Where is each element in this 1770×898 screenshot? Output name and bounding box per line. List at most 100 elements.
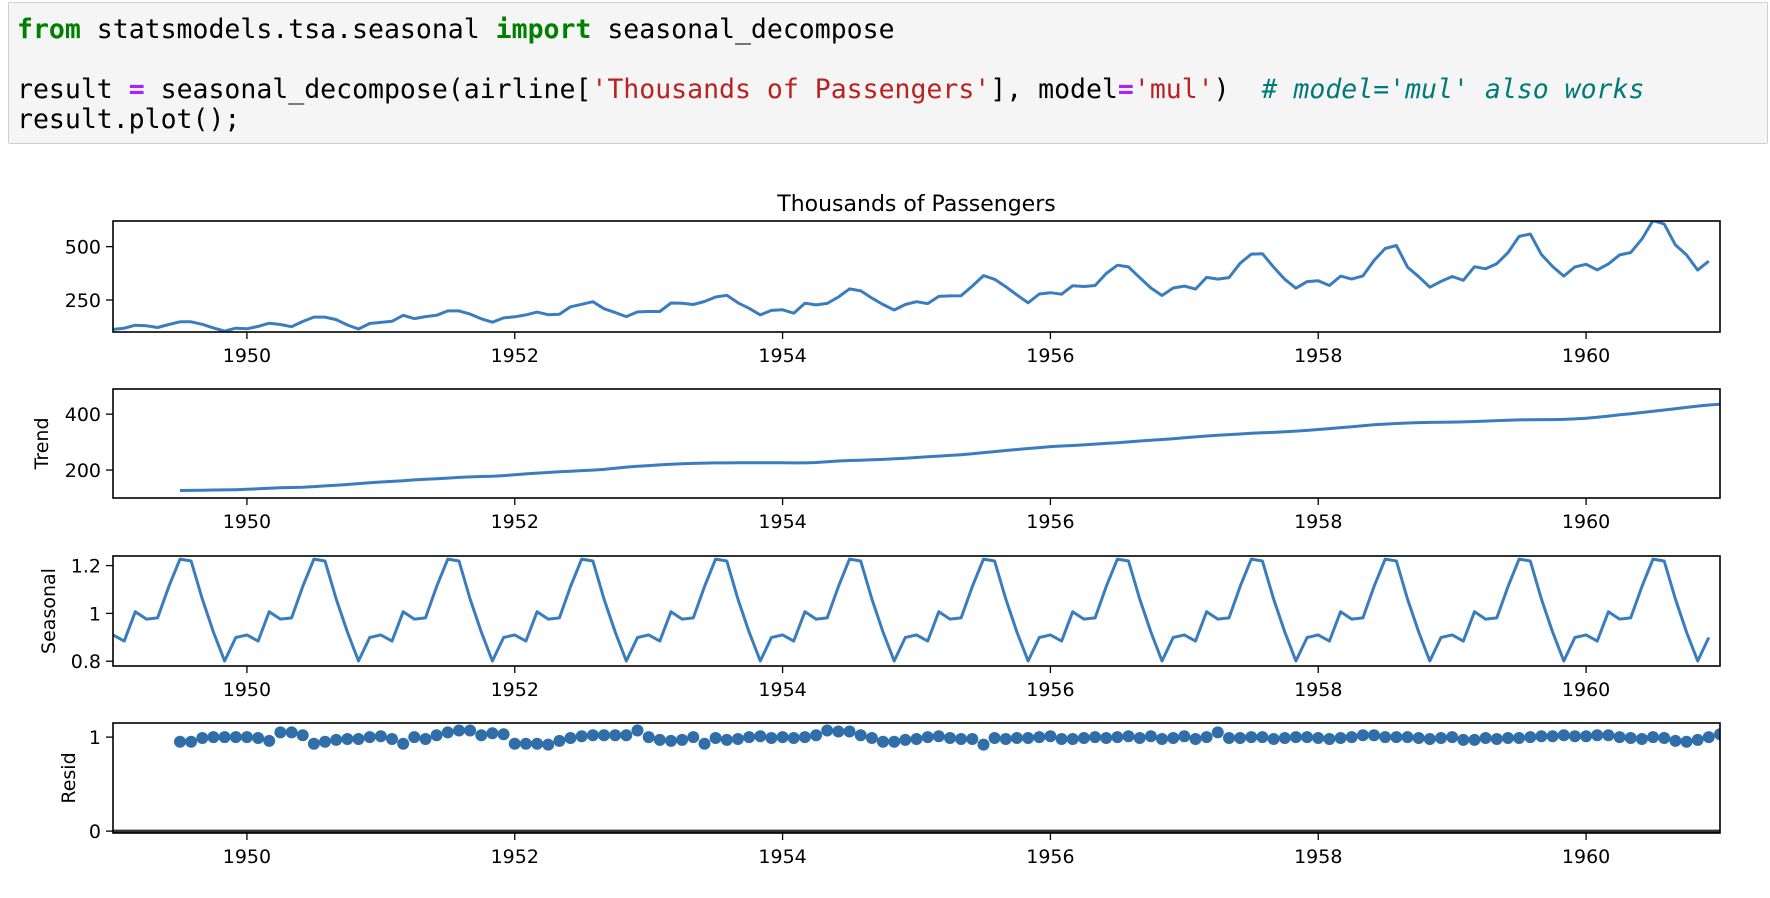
resid-point (1490, 733, 1503, 745)
resid-point (899, 733, 912, 746)
resid-point (408, 731, 421, 744)
resid-point (531, 737, 544, 750)
resid-point (888, 735, 901, 748)
resid-point (787, 732, 800, 744)
resid-point (653, 733, 666, 746)
resid-point (397, 737, 410, 750)
resid-point (743, 731, 756, 744)
resid-point (1635, 733, 1648, 745)
code-text: result.plot(); (17, 104, 241, 135)
resid-point (352, 733, 365, 745)
resid-point (1100, 732, 1113, 744)
resid-point (843, 725, 856, 738)
resid-point (1156, 733, 1168, 745)
resid-point (1591, 729, 1604, 742)
y-axis-label: Seasonal (38, 568, 60, 654)
resid-point (1379, 731, 1392, 744)
resid-point (564, 732, 577, 744)
resid-point (1748, 726, 1760, 738)
y-axis-label: Trend (31, 418, 53, 471)
resid-point (1390, 731, 1403, 744)
observed-plot-area (113, 221, 1710, 332)
resid-point (1368, 729, 1380, 742)
resid-point (1256, 731, 1269, 744)
resid-point (1557, 729, 1570, 742)
resid-point (1010, 732, 1023, 744)
resid-point (307, 737, 320, 750)
x-tick-label: 1956 (1026, 345, 1074, 367)
resid-point (1624, 732, 1637, 744)
resid-point (185, 735, 198, 748)
x-tick-label: 1954 (758, 846, 806, 868)
resid-point (1691, 733, 1704, 746)
resid-point (1144, 730, 1157, 743)
string-literal: 'Thousands of Passengers' (591, 74, 991, 105)
x-tick-label: 1960 (1562, 345, 1610, 367)
x-tick-label: 1958 (1294, 511, 1342, 533)
resid-point (1267, 733, 1280, 745)
resid-point (865, 732, 878, 744)
keyword-from: from (17, 14, 81, 45)
code-text: seasonal_decompose (591, 14, 895, 45)
resid-point (1178, 730, 1191, 743)
resid-point (1658, 732, 1671, 744)
resid-point (1446, 731, 1459, 744)
resid-point (1200, 731, 1213, 744)
trend-series-line (179, 402, 1720, 492)
resid-point (1725, 728, 1737, 740)
code-line-plot: result.plot(); (17, 105, 240, 135)
resid-point (263, 734, 276, 747)
resid-point (1759, 732, 1770, 744)
y-tick-label: 500 (65, 237, 101, 259)
resid-point (274, 726, 287, 739)
resid-point (955, 733, 968, 745)
resid-point (497, 728, 510, 741)
resid-point (1301, 731, 1314, 744)
resid-point (1669, 734, 1682, 747)
resid-point (676, 733, 689, 746)
resid-point (932, 730, 945, 743)
resid-point (1702, 731, 1715, 744)
decomposition-figure: 1950 1952 1954 1956 1958 1960 250 500 Thousands … (31, 192, 1770, 868)
resid-point (999, 733, 1012, 745)
resid-point (464, 724, 477, 737)
resid-point (374, 730, 387, 743)
x-tick-label: 1952 (491, 511, 539, 533)
trend-panel: 1950 1952 1954 1956 1958 1960 200 400 Trend (31, 388, 1721, 533)
resid-point (1535, 730, 1548, 743)
resid-point (598, 729, 610, 742)
resid-point (1602, 729, 1615, 742)
seasonal-panel: 1950 1952 1954 1956 1958 1960 0.8 1 1.2 Seasonal (38, 555, 1721, 701)
resid-point (1066, 733, 1079, 745)
resid-point (1245, 731, 1258, 744)
resid-point (1356, 729, 1369, 742)
resid-point (453, 724, 465, 737)
resid-point (1211, 726, 1224, 739)
resid-point (1278, 732, 1291, 744)
resid-point (1502, 732, 1514, 744)
resid-point (196, 732, 209, 744)
resid-point (1580, 730, 1593, 743)
trend-axes-frame (112, 388, 1721, 499)
seasonal-series-line (113, 557, 1711, 663)
resid-point (1312, 732, 1325, 744)
trend-plot-area (179, 402, 1720, 492)
seasonal-plot-area (113, 557, 1711, 663)
resid-point (586, 729, 599, 742)
code-cell[interactable]: from statsmodels.tsa.seasonal import sea… (8, 2, 1768, 144)
resid-point (1457, 733, 1470, 746)
resid-point (1122, 730, 1135, 743)
resid-point (1513, 732, 1526, 744)
resid-point (319, 735, 331, 748)
operator: = (128, 74, 145, 105)
resid-point (1111, 731, 1124, 744)
resid-point (386, 733, 398, 745)
resid-point (720, 733, 733, 746)
x-tick-label: 1960 (1562, 679, 1610, 701)
y-tick-label: 0 (89, 821, 101, 843)
resid-point (1167, 732, 1180, 744)
resid-point (1345, 731, 1358, 744)
resid-point (966, 733, 979, 745)
y-tick-label: 400 (65, 404, 101, 426)
x-tick-label: 1960 (1562, 511, 1610, 533)
